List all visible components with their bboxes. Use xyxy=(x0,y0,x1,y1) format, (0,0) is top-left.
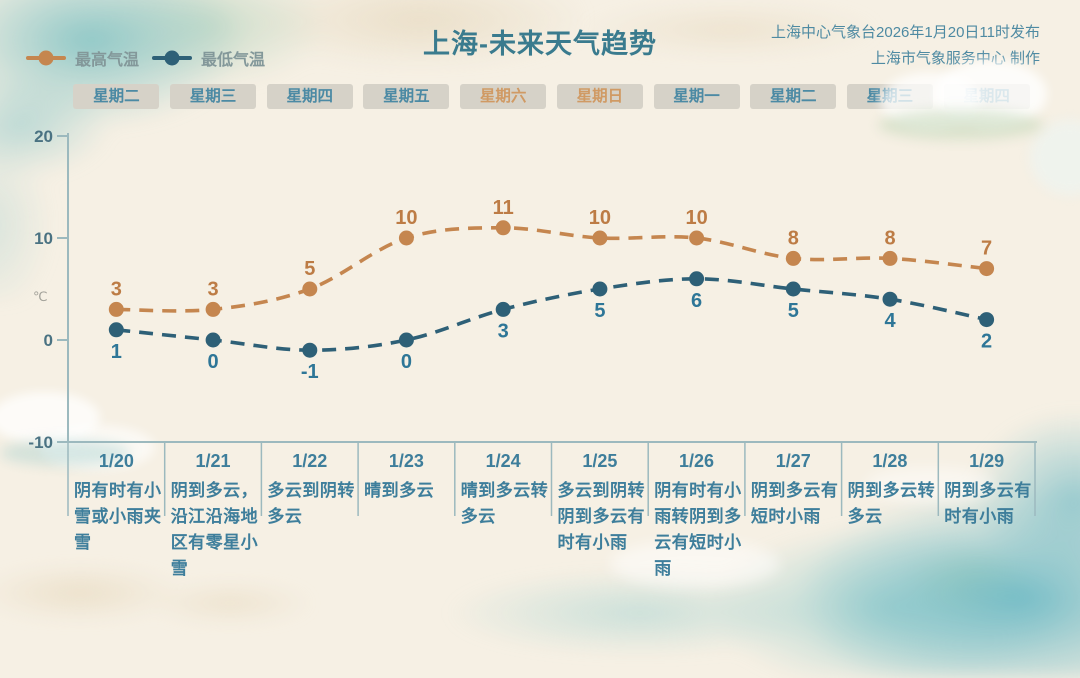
high-temp-value-label: 10 xyxy=(395,207,417,229)
forecast-description: 阴到多云有时有小雨 xyxy=(944,481,1032,526)
y-tick-label: 0 xyxy=(44,331,53,350)
high-temp-value-label: 3 xyxy=(111,278,122,300)
forecast-date: 1/26 xyxy=(679,451,715,471)
low-temp-point xyxy=(979,312,995,328)
low-temp-value-label: 5 xyxy=(594,300,605,322)
forecast-description: 多云到阴转多云 xyxy=(267,481,355,526)
forecast-day-column: 1/25 多云到阴转阴到多云有时有小雨 xyxy=(552,442,649,556)
low-temp-line xyxy=(116,276,987,353)
low-temp-value-label: 3 xyxy=(498,320,509,342)
forecast-description: 阴到多云转多云 xyxy=(847,481,936,526)
low-temp-value-label: 0 xyxy=(208,351,219,373)
forecast-day-column: 1/28 阴到多云转多云 xyxy=(842,442,939,530)
high-temp-value-label: 3 xyxy=(208,278,219,300)
forecast-date: 1/22 xyxy=(292,451,328,471)
forecast-day-column: 1/20 阴有时有小雪或小雨夹雪 xyxy=(68,442,165,556)
high-temp-value-label: 10 xyxy=(685,207,707,229)
high-temp-point xyxy=(882,250,898,266)
forecast-day-column: 1/23 晴到多云 xyxy=(358,442,455,504)
forecast-description: 晴到多云转多云 xyxy=(460,481,549,526)
low-temp-point xyxy=(785,281,801,297)
y-tick-label: 10 xyxy=(34,229,53,248)
low-temp-point xyxy=(302,342,318,358)
low-temp-point xyxy=(108,322,124,338)
low-temp-value-label: 6 xyxy=(691,290,702,312)
forecast-day-column: 1/26 阴有时有小雨转阴到多云有短时小雨 xyxy=(648,442,745,582)
forecast-date: 1/20 xyxy=(98,451,134,471)
forecast-description: 阴有时有小雨转阴到多云有短时小雨 xyxy=(654,481,742,578)
forecast-description: 阴到多云有短时小雨 xyxy=(750,481,839,526)
low-temp-value-label: 2 xyxy=(981,331,992,353)
high-temp-point xyxy=(398,230,414,246)
forecast-day-column: 1/29 阴到多云有时有小雨 xyxy=(938,442,1035,530)
high-temp-point xyxy=(689,230,705,246)
forecast-date: 1/23 xyxy=(388,451,424,471)
low-temp-value-label: 5 xyxy=(788,300,799,322)
y-tick-label: -10 xyxy=(28,433,53,452)
high-temp-point xyxy=(592,230,608,246)
high-temp-point xyxy=(302,281,318,297)
y-tick-label: 20 xyxy=(34,127,53,146)
high-temp-value-label: 10 xyxy=(589,207,611,229)
forecast-description: 阴有时有小雪或小雨夹雪 xyxy=(74,481,162,552)
forecast-day-column: 1/24 晴到多云转多云 xyxy=(455,442,552,530)
high-temp-point xyxy=(205,301,221,317)
forecast-description: 晴到多云 xyxy=(364,481,435,500)
high-temp-value-label: 7 xyxy=(981,238,992,260)
forecast-day-column: 1/27 阴到多云有短时小雨 xyxy=(745,442,842,530)
forecast-description: 阴到多云，沿江沿海地区有零星小雪 xyxy=(170,481,259,578)
low-temp-value-label: 4 xyxy=(884,310,896,332)
y-axis-unit-label: ℃ xyxy=(33,289,48,304)
low-temp-point xyxy=(398,332,414,348)
low-temp-point xyxy=(882,291,898,307)
high-temp-value-label: 11 xyxy=(493,197,514,219)
weekday-box: 星期二 xyxy=(750,84,837,109)
high-temp-point xyxy=(108,301,124,317)
forecast-day-column: 1/21 阴到多云，沿江沿海地区有零星小雪 xyxy=(165,442,262,582)
high-temp-value-label: 5 xyxy=(304,258,315,280)
high-temp-point xyxy=(785,250,801,266)
high-temp-point xyxy=(495,220,511,236)
low-temp-value-label: -1 xyxy=(301,361,319,383)
issued-by-line: 上海中心气象台2026年1月20日11时发布 xyxy=(771,24,1040,41)
high-temp-value-label: 8 xyxy=(884,227,895,249)
high-temp-value-label: 8 xyxy=(788,227,799,249)
weekday-cell: 星期一 xyxy=(648,84,745,109)
forecast-description: 多云到阴转阴到多云有时有小雨 xyxy=(557,481,645,552)
low-temp-value-label: 1 xyxy=(111,341,122,363)
forecast-day-column: 1/22 多云到阴转多云 xyxy=(261,442,358,530)
low-temp-point xyxy=(592,281,608,297)
forecast-date: 1/21 xyxy=(195,451,231,471)
forecast-date: 1/25 xyxy=(582,451,618,471)
forecast-date: 1/27 xyxy=(775,451,811,471)
weekday-box: 星期一 xyxy=(653,84,740,109)
forecast-date: 1/29 xyxy=(969,451,1005,471)
weekday-cell: 星期二 xyxy=(745,84,842,109)
low-temp-point xyxy=(205,332,221,348)
forecast-date: 1/28 xyxy=(872,451,908,471)
high-temp-point xyxy=(979,261,995,277)
low-temp-value-label: 0 xyxy=(401,351,412,373)
forecast-date: 1/24 xyxy=(485,451,521,471)
low-temp-point xyxy=(495,301,511,317)
low-temp-point xyxy=(689,271,705,287)
